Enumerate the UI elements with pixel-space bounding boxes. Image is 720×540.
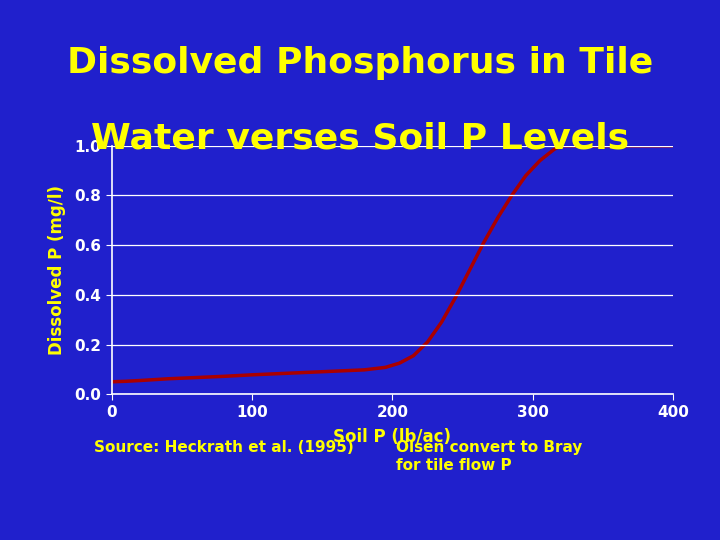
Text: Source: Heckrath et al. (1995): Source: Heckrath et al. (1995) <box>94 440 354 455</box>
Text: Olsen convert to Bray
for tile flow P: Olsen convert to Bray for tile flow P <box>396 440 582 472</box>
Text: Water verses Soil P Levels: Water verses Soil P Levels <box>91 122 629 156</box>
X-axis label: Soil P (lb/ac): Soil P (lb/ac) <box>333 428 451 446</box>
Y-axis label: Dissolved P (mg/l): Dissolved P (mg/l) <box>48 185 66 355</box>
Text: Dissolved Phosphorus in Tile: Dissolved Phosphorus in Tile <box>67 46 653 80</box>
